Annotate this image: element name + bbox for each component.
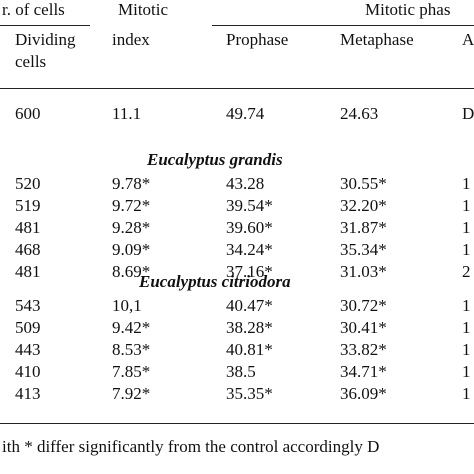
cell: 30.72*: [340, 296, 387, 315]
cell: 1: [462, 318, 471, 337]
header-cell: r. of cells: [2, 0, 65, 19]
cell: 34.24*: [226, 240, 273, 259]
cell: 8.53*: [112, 340, 151, 359]
cell: 481: [15, 262, 41, 281]
header-cell: Mitotic phas: [365, 0, 451, 19]
cell: 40.47*: [226, 296, 273, 315]
cell: 413: [15, 384, 41, 403]
cell: D: [462, 104, 474, 123]
cell: 443: [15, 340, 41, 359]
cell: 481: [15, 218, 41, 237]
cell: 43.28: [226, 174, 265, 193]
cell: 1: [462, 340, 471, 359]
cell: 31.87*: [340, 218, 387, 237]
cell: 35.34*: [340, 240, 387, 259]
cell: 30.41*: [340, 318, 387, 337]
cell: 37.16*: [226, 262, 273, 281]
header-rule: [0, 88, 474, 89]
cell: 9.09*: [112, 240, 151, 259]
cell: 1: [462, 240, 471, 259]
cell: 9.42*: [112, 318, 151, 337]
cell: 520: [15, 174, 41, 193]
footnote: ith * differ significantly from the cont…: [2, 437, 380, 456]
cell: 35.35*: [226, 384, 273, 403]
cell: 32.20*: [340, 196, 387, 215]
cell: 519: [15, 196, 41, 215]
header-cell: Mitotic: [118, 0, 169, 19]
cell: 31.03*: [340, 262, 387, 281]
cell: 49.74: [226, 104, 265, 123]
cell: 8.69*: [112, 262, 151, 281]
header-rule: [0, 25, 90, 26]
cell: 1: [462, 218, 471, 237]
cell: 509: [15, 318, 41, 337]
header-cell: A: [462, 30, 474, 49]
cell: 38.5: [226, 362, 256, 381]
cell: 1: [462, 174, 471, 193]
header-cell: Prophase: [226, 30, 289, 49]
cell: 7.92*: [112, 384, 151, 403]
cell: 1: [462, 362, 471, 381]
cell: 7.85*: [112, 362, 151, 381]
cell: 410: [15, 362, 41, 381]
header-cell: Dividing: [15, 30, 76, 49]
cell: 468: [15, 240, 41, 259]
cell: 1: [462, 196, 471, 215]
group-label: Eucalyptus citriodora: [139, 272, 291, 291]
header-cell: cells: [15, 52, 47, 71]
cell: 1: [462, 296, 471, 315]
cell: 33.82*: [340, 340, 387, 359]
cell: 9.78*: [112, 174, 151, 193]
cell: 36.09*: [340, 384, 387, 403]
cell: 9.72*: [112, 196, 151, 215]
header-cell: Metaphase: [340, 30, 414, 49]
header-cell: index: [112, 30, 150, 49]
cell: 10,1: [112, 296, 142, 315]
cell: 39.54*: [226, 196, 273, 215]
cell: 24.63: [340, 104, 379, 123]
cell: 1: [462, 384, 471, 403]
cell: 39.60*: [226, 218, 273, 237]
cell: 11.1: [112, 104, 142, 123]
cell: 9.28*: [112, 218, 151, 237]
group-label: Eucalyptus grandis: [147, 150, 283, 169]
cell: 543: [15, 296, 41, 315]
bottom-rule: [0, 423, 474, 424]
cell: 2: [462, 262, 471, 281]
cell: 30.55*: [340, 174, 387, 193]
cell: 40.81*: [226, 340, 273, 359]
cell: 34.71*: [340, 362, 387, 381]
cell: 600: [15, 104, 41, 123]
cell: 38.28*: [226, 318, 273, 337]
header-rule: [212, 25, 474, 26]
